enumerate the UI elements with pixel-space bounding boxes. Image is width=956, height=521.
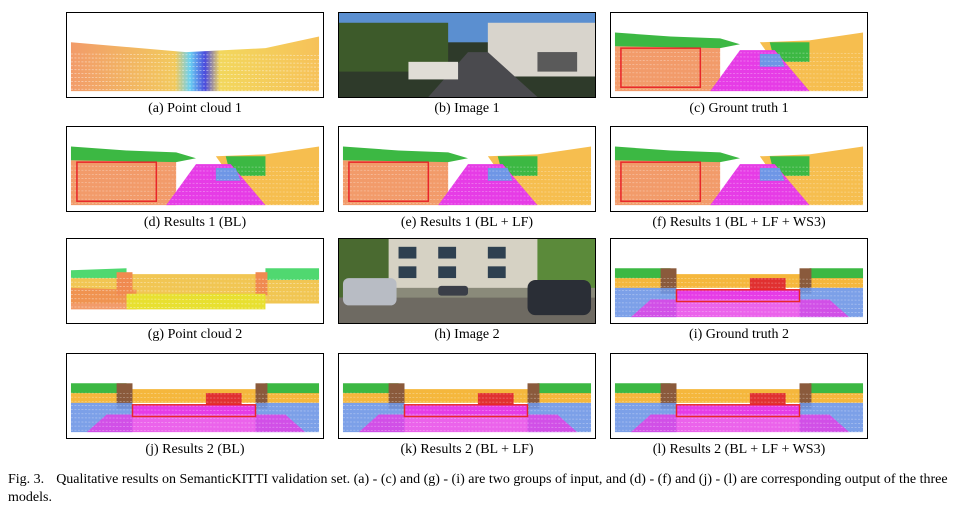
panel-k-graphic: [342, 383, 592, 433]
caption-k: (k) Results 2 (BL + LF): [400, 442, 534, 457]
panel-j-graphic: [70, 383, 320, 433]
caption-h: (h) Image 2: [434, 327, 500, 342]
panel-k: [338, 353, 596, 439]
figure-label: Fig. 3.: [8, 472, 45, 487]
panel-i-graphic: [614, 268, 864, 318]
panel-e-graphic: [342, 146, 592, 206]
figure-caption: Fig. 3. Qualitative results on SemanticKI…: [8, 471, 948, 507]
panel-g-graphic: [70, 268, 320, 318]
panel-d: [66, 126, 324, 212]
caption-l: (l) Results 2 (BL + LF + WS3): [652, 442, 826, 457]
panel-g: [66, 238, 324, 324]
panel-a-graphic: [70, 36, 320, 92]
panel-h: [338, 238, 596, 324]
figure-caption-text: Qualitative results on SemanticKITTI val…: [8, 472, 948, 505]
panel-i: [610, 238, 868, 324]
caption-e: (e) Results 1 (BL + LF): [400, 215, 534, 230]
caption-f: (f) Results 1 (BL + LF + WS3): [652, 215, 826, 230]
caption-b: (b) Image 1: [434, 101, 500, 116]
panel-c-graphic: [614, 32, 864, 92]
panel-l-graphic: [614, 383, 864, 433]
panel-c: [610, 12, 868, 98]
panel-h-graphic: [339, 239, 595, 323]
caption-g: (g) Point cloud 2: [147, 327, 243, 342]
caption-c: (c) Grount truth 1: [689, 101, 789, 116]
panel-b: [338, 12, 596, 98]
panel-f: [610, 126, 868, 212]
panel-j: [66, 353, 324, 439]
panel-f-graphic: [614, 146, 864, 206]
caption-j: (j) Results 2 (BL): [145, 442, 245, 457]
panel-e: [338, 126, 596, 212]
caption-a: (a) Point cloud 1: [148, 101, 242, 116]
panel-l: [610, 353, 868, 439]
caption-d: (d) Results 1 (BL): [143, 215, 247, 230]
caption-i: (i) Ground truth 2: [689, 327, 789, 342]
panel-b-graphic: [339, 13, 595, 97]
panel-a: [66, 12, 324, 98]
panel-d-graphic: [70, 146, 320, 206]
